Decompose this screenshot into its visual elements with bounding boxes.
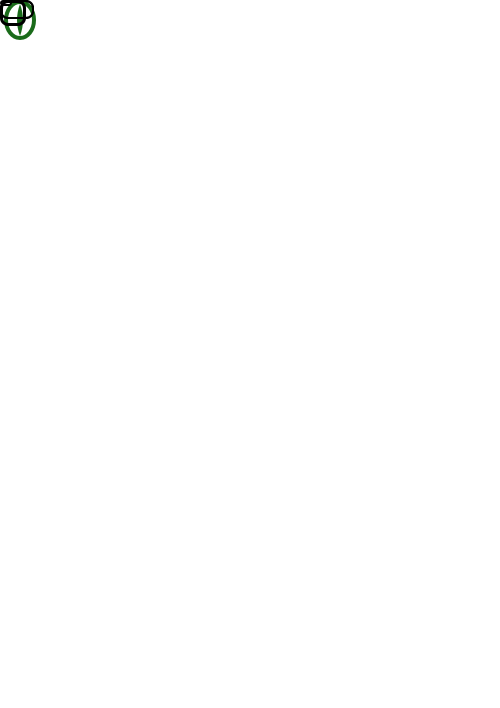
arrows-behind [0,0,500,708]
final-box [0,0,26,26]
arrows-front [0,0,500,708]
